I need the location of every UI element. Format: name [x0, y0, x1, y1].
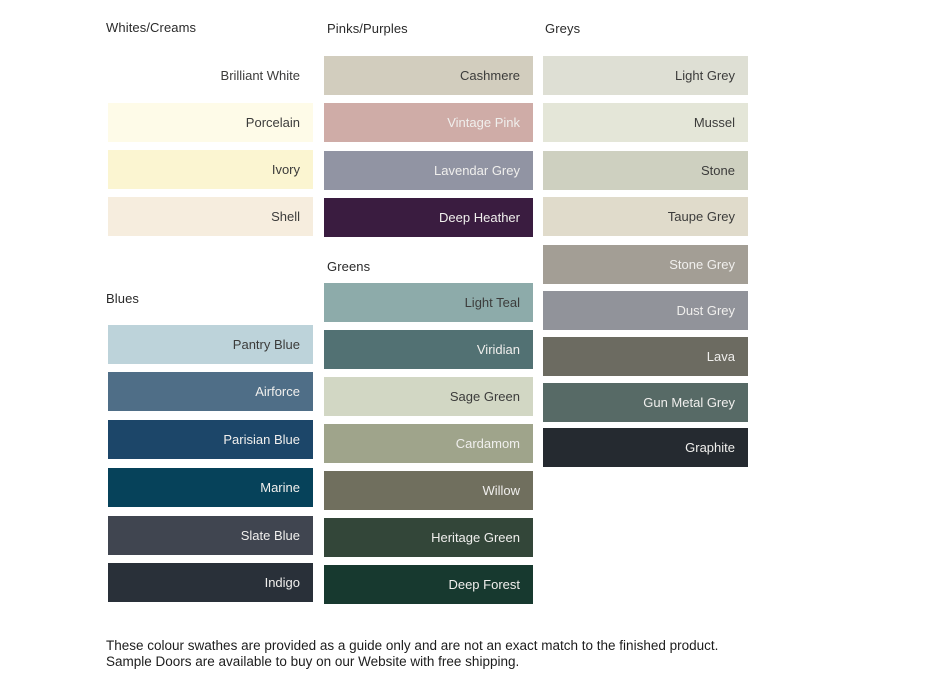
swatch-graphite: Graphite — [543, 428, 748, 467]
swatch-marine: Marine — [108, 468, 313, 507]
swatch-label: Marine — [260, 480, 300, 495]
swatch-label: Willow — [482, 483, 520, 498]
swatch-label: Vintage Pink — [447, 115, 520, 130]
swatch-label: Sage Green — [449, 389, 520, 404]
swatch-pantry-blue: Pantry Blue — [108, 325, 313, 364]
swatch-taupe-grey: Taupe Grey — [543, 197, 748, 236]
swatch-label: Stone Grey — [669, 257, 735, 272]
swatch-label: Mussel — [693, 115, 735, 130]
swatch-label: Indigo — [264, 575, 300, 590]
swatch-label: Shell — [271, 209, 300, 224]
swatch-light-teal: Light Teal — [324, 283, 533, 322]
swatch-label: Heritage Green — [431, 530, 520, 545]
swatch-lavendar-grey: Lavendar Grey — [324, 151, 533, 190]
group-header-greens: Greens — [327, 259, 371, 274]
swatch-label: Porcelain — [245, 115, 300, 130]
swatch-label: Lava — [706, 349, 735, 364]
swatch-light-grey: Light Grey — [543, 56, 748, 95]
swatch-sage-green: Sage Green — [324, 377, 533, 416]
swatch-label: Lavendar Grey — [434, 163, 520, 178]
swatch-ivory: Ivory — [108, 150, 313, 189]
swatch-label: Cardamom — [455, 436, 520, 451]
swatch-parisian-blue: Parisian Blue — [108, 420, 313, 459]
swatch-deep-heather: Deep Heather — [324, 198, 533, 237]
swatch-label: Stone — [701, 163, 735, 178]
swatch-label: Gun Metal Grey — [643, 395, 735, 410]
swatch-shell: Shell — [108, 197, 313, 236]
swatch-label: Viridian — [476, 342, 520, 357]
swatch-label: Brilliant White — [220, 68, 300, 83]
swatch-label: Light Teal — [464, 295, 520, 310]
swatch-label: Slate Blue — [240, 528, 300, 543]
swatch-label: Taupe Grey — [667, 209, 735, 224]
swatch-brilliant-white: Brilliant White — [108, 56, 313, 95]
swatch-deep-forest: Deep Forest — [324, 565, 533, 604]
swatch-viridian: Viridian — [324, 330, 533, 369]
group-header-pinks-purples: Pinks/Purples — [327, 21, 408, 36]
swatch-label: Dust Grey — [676, 303, 735, 318]
swatch-slate-blue: Slate Blue — [108, 516, 313, 555]
swatch-cardamom: Cardamom — [324, 424, 533, 463]
swatch-gun-metal-grey: Gun Metal Grey — [543, 383, 748, 422]
swatch-stone: Stone — [543, 151, 748, 190]
swatch-label: Graphite — [685, 440, 735, 455]
group-header-blues: Blues — [106, 291, 140, 306]
swatch-dust-grey: Dust Grey — [543, 291, 748, 330]
swatch-label: Ivory — [271, 162, 300, 177]
swatch-airforce: Airforce — [108, 372, 313, 411]
swatch-willow: Willow — [324, 471, 533, 510]
swatch-vintage-pink: Vintage Pink — [324, 103, 533, 142]
swatch-cashmere: Cashmere — [324, 56, 533, 95]
swatch-label: Light Grey — [675, 68, 735, 83]
swatch-heritage-green: Heritage Green — [324, 518, 533, 557]
swatch-label: Pantry Blue — [232, 337, 300, 352]
swatch-label: Parisian Blue — [223, 432, 300, 447]
swatch-label: Deep Heather — [439, 210, 520, 225]
swatch-label: Cashmere — [460, 68, 520, 83]
swatch-stone-grey: Stone Grey — [543, 245, 748, 284]
swatch-porcelain: Porcelain — [108, 103, 313, 142]
swatch-label: Deep Forest — [448, 577, 520, 592]
group-header-whites-creams: Whites/Creams — [106, 20, 197, 35]
group-header-greys: Greys — [545, 21, 581, 36]
swatch-lava: Lava — [543, 337, 748, 376]
swatch-mussel: Mussel — [543, 103, 748, 142]
swatch-label: Airforce — [255, 384, 300, 399]
swatch-indigo: Indigo — [108, 563, 313, 602]
footer-disclaimer-text: These colour swathes are provided as a g… — [106, 638, 726, 669]
